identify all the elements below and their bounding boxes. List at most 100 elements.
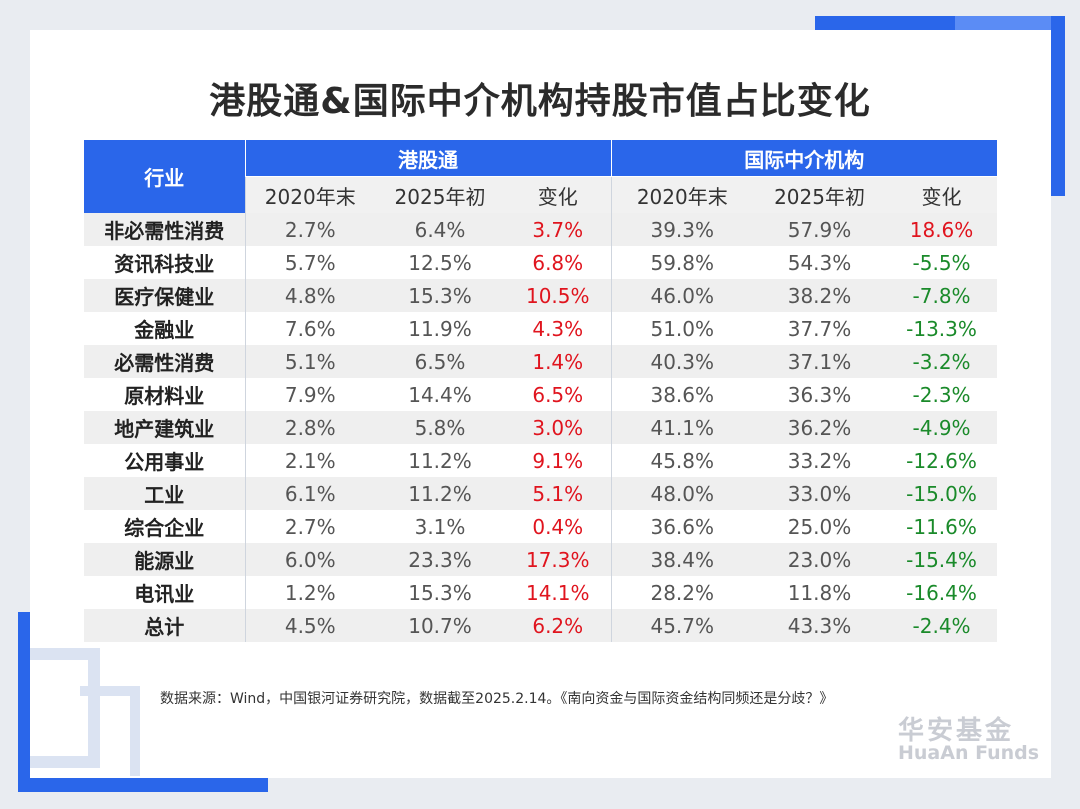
industry-name: 综合企业	[84, 510, 245, 543]
table-row: 公用事业 2.1% 11.2% 9.1% 45.8% 33.2% -12.6%	[84, 444, 998, 477]
value-cell: 11.8%	[753, 576, 887, 609]
col-header: 2020年末	[610, 176, 754, 213]
change-cell: 4.3%	[505, 312, 612, 345]
value-cell: 46.0%	[610, 279, 754, 312]
change-cell: 10.5%	[505, 279, 612, 312]
change-cell: 6.5%	[505, 378, 612, 411]
value-cell: 51.0%	[610, 312, 754, 345]
value-cell: 54.3%	[753, 246, 887, 279]
value-cell: 6.4%	[375, 213, 505, 246]
change-cell: -15.4%	[886, 543, 998, 576]
data-source-note: 数据来源：Wind，中国银河证券研究院，数据截至2025.2.14。《南向资金与…	[160, 691, 834, 707]
table-row: 综合企业 2.7% 3.1% 0.4% 36.6% 25.0% -11.6%	[84, 510, 998, 543]
value-cell: 11.2%	[375, 444, 505, 477]
change-cell: -2.3%	[886, 378, 998, 411]
change-cell: 6.2%	[505, 609, 612, 642]
decorative-frame-inner	[80, 686, 140, 776]
change-cell: -11.6%	[886, 510, 998, 543]
holdings-table: 行业 港股通 国际中介机构 2020年末 2025年初 变化 2020年末 20…	[84, 140, 998, 642]
value-cell: 15.3%	[375, 279, 505, 312]
decorative-right-bar	[1051, 16, 1065, 196]
value-cell: 5.7%	[244, 246, 375, 279]
table-row: 非必需性消费 2.7% 6.4% 3.7% 39.3% 57.9% 18.6%	[84, 213, 998, 246]
change-cell: -2.4%	[886, 609, 998, 642]
brand-logo-cn: 华安基金	[898, 716, 1015, 746]
industry-name: 公用事业	[84, 444, 245, 477]
table-row: 地产建筑业 2.8% 5.8% 3.0% 41.1% 36.2% -4.9%	[84, 411, 998, 444]
value-cell: 38.2%	[753, 279, 887, 312]
col-header: 变化	[886, 176, 998, 213]
decorative-frame	[30, 648, 100, 768]
change-cell: -12.6%	[886, 444, 998, 477]
value-cell: 4.8%	[244, 279, 375, 312]
value-cell: 33.2%	[753, 444, 887, 477]
table-body: 非必需性消费 2.7% 6.4% 3.7% 39.3% 57.9% 18.6% 资讯科技业 5.…	[84, 213, 998, 642]
decorative-left-bar	[18, 612, 32, 790]
col-header: 2025年初	[753, 176, 887, 213]
table-row: 资讯科技业 5.7% 12.5% 6.8% 59.8% 54.3% -5.5%	[84, 246, 998, 279]
value-cell: 2.8%	[244, 411, 375, 444]
change-cell: -7.8%	[886, 279, 998, 312]
change-cell: -13.3%	[886, 312, 998, 345]
value-cell: 4.5%	[244, 609, 375, 642]
industry-name: 金融业	[84, 312, 245, 345]
col-header: 变化	[505, 176, 612, 213]
industry-name: 能源业	[84, 543, 245, 576]
value-cell: 40.3%	[610, 345, 754, 378]
value-cell: 36.3%	[753, 378, 887, 411]
value-cell: 12.5%	[375, 246, 505, 279]
change-cell: 0.4%	[505, 510, 612, 543]
change-cell: 6.8%	[505, 246, 612, 279]
change-cell: -16.4%	[886, 576, 998, 609]
industry-name: 必需性消费	[84, 345, 245, 378]
value-cell: 5.1%	[244, 345, 375, 378]
value-cell: 2.7%	[244, 213, 375, 246]
industry-name: 非必需性消费	[84, 213, 245, 246]
value-cell: 11.2%	[375, 477, 505, 510]
value-cell: 7.9%	[244, 378, 375, 411]
value-cell: 2.7%	[244, 510, 375, 543]
change-cell: 3.0%	[505, 411, 612, 444]
value-cell: 38.6%	[610, 378, 754, 411]
industry-header: 行业	[84, 140, 245, 213]
value-cell: 6.1%	[244, 477, 375, 510]
group-header-international: 国际中介机构	[610, 140, 998, 177]
value-cell: 6.5%	[375, 345, 505, 378]
value-cell: 5.8%	[375, 411, 505, 444]
col-header: 2025年初	[375, 176, 505, 213]
table-row: 电讯业 1.2% 15.3% 14.1% 28.2% 11.8% -16.4%	[84, 576, 998, 609]
decorative-top-bar-dark	[815, 16, 955, 30]
change-cell: -5.5%	[886, 246, 998, 279]
value-cell: 23.0%	[753, 543, 887, 576]
industry-name: 资讯科技业	[84, 246, 245, 279]
value-cell: 36.2%	[753, 411, 887, 444]
brand-logo-en: HuaAn Funds	[898, 742, 1040, 764]
table-row: 医疗保健业 4.8% 15.3% 10.5% 46.0% 38.2% -7.8%	[84, 279, 998, 312]
change-cell: 14.1%	[505, 576, 612, 609]
change-cell: 17.3%	[505, 543, 612, 576]
industry-name: 医疗保健业	[84, 279, 245, 312]
col-header: 2020年末	[244, 176, 375, 213]
change-cell: -15.0%	[886, 477, 998, 510]
table-row: 能源业 6.0% 23.3% 17.3% 38.4% 23.0% -15.4%	[84, 543, 998, 576]
value-cell: 45.7%	[610, 609, 754, 642]
value-cell: 10.7%	[375, 609, 505, 642]
table-row: 原材料业 7.9% 14.4% 6.5% 38.6% 36.3% -2.3%	[84, 378, 998, 411]
industry-name: 电讯业	[84, 576, 245, 609]
change-cell: 9.1%	[505, 444, 612, 477]
change-cell: 18.6%	[886, 213, 998, 246]
value-cell: 7.6%	[244, 312, 375, 345]
industry-name: 地产建筑业	[84, 411, 245, 444]
value-cell: 57.9%	[753, 213, 887, 246]
value-cell: 39.3%	[610, 213, 754, 246]
decorative-bottom-bar	[18, 778, 268, 792]
value-cell: 37.1%	[753, 345, 887, 378]
value-cell: 33.0%	[753, 477, 887, 510]
change-cell: -3.2%	[886, 345, 998, 378]
value-cell: 38.4%	[610, 543, 754, 576]
industry-name: 原材料业	[84, 378, 245, 411]
value-cell: 48.0%	[610, 477, 754, 510]
value-cell: 41.1%	[610, 411, 754, 444]
change-cell: 5.1%	[505, 477, 612, 510]
value-cell: 28.2%	[610, 576, 754, 609]
